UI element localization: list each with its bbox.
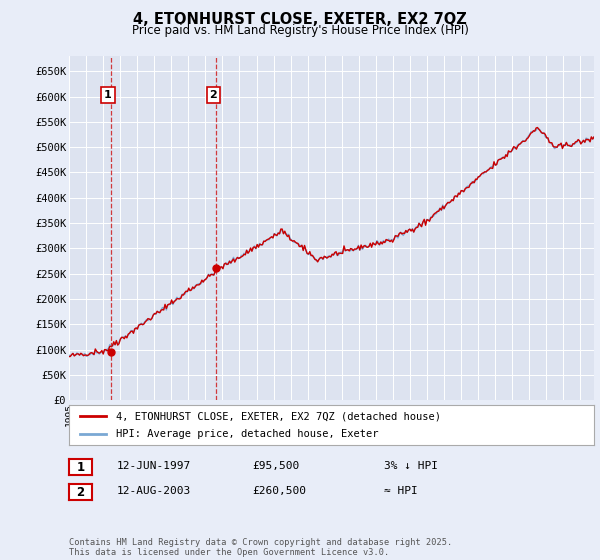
Text: 12-AUG-2003: 12-AUG-2003 xyxy=(117,486,191,496)
Text: Price paid vs. HM Land Registry's House Price Index (HPI): Price paid vs. HM Land Registry's House … xyxy=(131,24,469,36)
Text: HPI: Average price, detached house, Exeter: HPI: Average price, detached house, Exet… xyxy=(116,429,379,439)
Text: 4, ETONHURST CLOSE, EXETER, EX2 7QZ: 4, ETONHURST CLOSE, EXETER, EX2 7QZ xyxy=(133,12,467,27)
Text: £95,500: £95,500 xyxy=(252,461,299,471)
Text: 3% ↓ HPI: 3% ↓ HPI xyxy=(384,461,438,471)
Text: 1: 1 xyxy=(76,460,85,474)
Text: Contains HM Land Registry data © Crown copyright and database right 2025.
This d: Contains HM Land Registry data © Crown c… xyxy=(69,538,452,557)
Text: 12-JUN-1997: 12-JUN-1997 xyxy=(117,461,191,471)
Text: 2: 2 xyxy=(209,90,217,100)
Text: 4, ETONHURST CLOSE, EXETER, EX2 7QZ (detached house): 4, ETONHURST CLOSE, EXETER, EX2 7QZ (det… xyxy=(116,411,441,421)
Text: £260,500: £260,500 xyxy=(252,486,306,496)
Text: 2: 2 xyxy=(76,486,85,499)
Text: 1: 1 xyxy=(104,90,112,100)
Text: ≈ HPI: ≈ HPI xyxy=(384,486,418,496)
